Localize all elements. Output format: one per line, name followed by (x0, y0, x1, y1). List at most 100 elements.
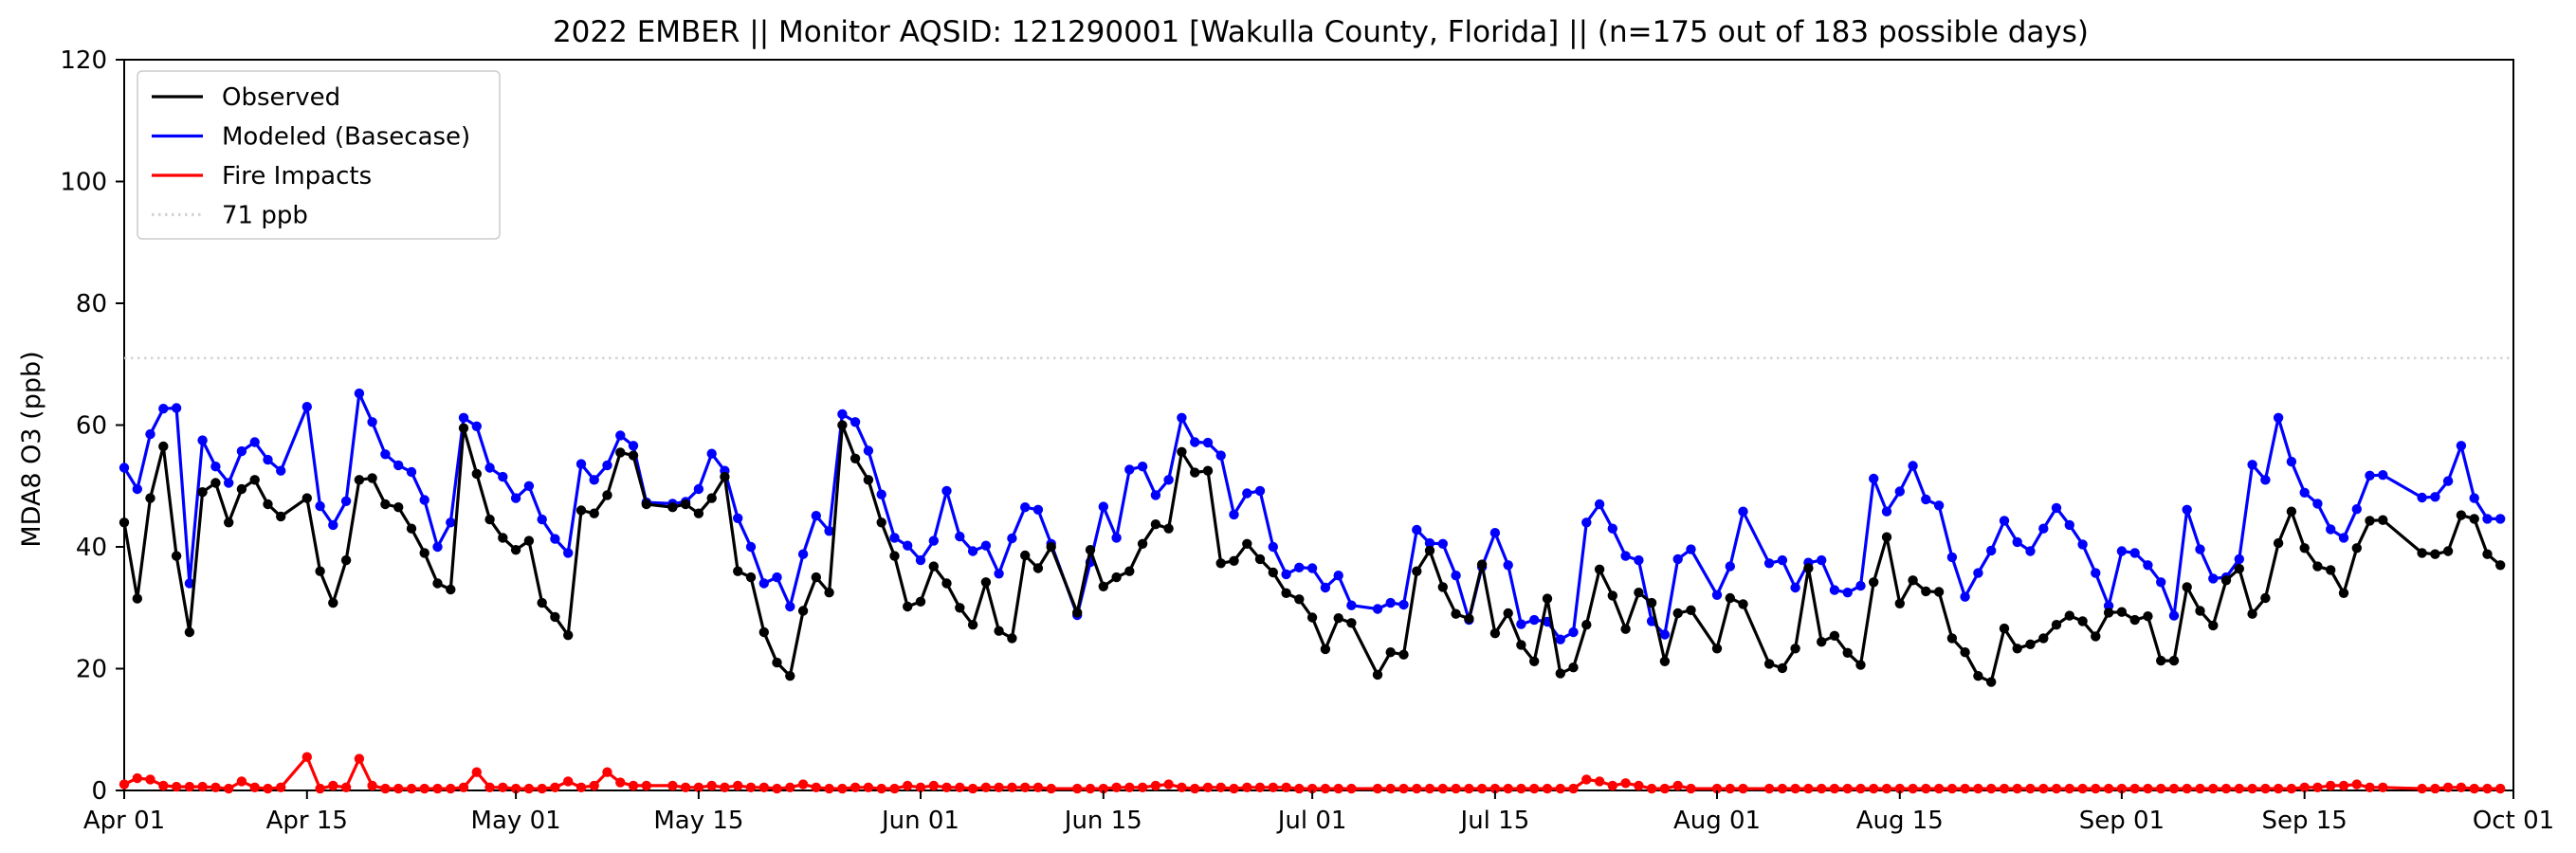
data-point (575, 505, 587, 516)
data-point (2208, 783, 2219, 794)
data-point (1098, 783, 1109, 794)
data-point (1268, 541, 1279, 553)
data-point (903, 601, 913, 612)
data-point (1385, 597, 1396, 608)
data-point (1738, 506, 1748, 517)
data-point (2299, 543, 2310, 554)
data-point (1607, 590, 1618, 601)
data-point (811, 511, 821, 521)
data-point (1555, 783, 1566, 794)
data-point (537, 783, 547, 794)
data-point (236, 483, 247, 495)
data-point (889, 783, 900, 794)
data-point (772, 657, 782, 668)
data-point (1855, 783, 1866, 794)
data-point (1333, 571, 1343, 581)
data-point (224, 517, 234, 528)
data-point (589, 475, 599, 485)
data-point (2220, 575, 2232, 586)
data-point (1124, 566, 1135, 576)
legend-label: Fire Impacts (222, 162, 372, 191)
data-point (915, 554, 926, 566)
data-point (2208, 573, 2219, 584)
data-point (2456, 782, 2467, 792)
data-point (119, 517, 130, 528)
data-point (2051, 502, 2062, 514)
data-point (249, 782, 260, 792)
data-point (889, 551, 900, 561)
data-point (354, 753, 365, 764)
data-point (1202, 782, 1214, 792)
data-point (837, 783, 848, 794)
data-point (837, 408, 848, 420)
data-point (1046, 541, 1056, 553)
data-point (1763, 558, 1775, 569)
data-point (1333, 783, 1343, 794)
data-point (2220, 783, 2232, 794)
data-point (1254, 485, 1266, 497)
data-point (876, 783, 886, 794)
data-point (158, 404, 169, 414)
data-point (811, 572, 821, 583)
data-point (1020, 502, 1031, 513)
data-point (1294, 594, 1305, 605)
data-point (2495, 514, 2506, 524)
data-point (1215, 782, 1226, 792)
data-point (1960, 783, 1970, 794)
data-point (915, 596, 926, 607)
data-point (1581, 774, 1592, 785)
data-point (263, 454, 273, 465)
data-point (1855, 660, 1866, 670)
data-point (1007, 533, 1017, 544)
data-point (994, 569, 1004, 579)
data-point (680, 499, 691, 510)
data-point (1150, 490, 1161, 500)
data-point (1333, 613, 1343, 624)
data-point (1124, 782, 1135, 792)
data-point (523, 481, 535, 491)
data-point (1398, 649, 1409, 660)
data-point (2312, 561, 2323, 572)
data-point (1320, 582, 1331, 593)
data-point (2143, 560, 2153, 571)
data-point (446, 517, 456, 528)
data-point (563, 776, 574, 787)
data-point (1451, 783, 1461, 794)
data-point (2442, 476, 2454, 486)
data-point (903, 540, 913, 551)
data-point (1763, 659, 1775, 669)
data-point (2312, 499, 2323, 509)
data-point (824, 783, 834, 794)
data-point (1229, 509, 1239, 520)
data-point (1046, 783, 1056, 794)
data-point (2378, 470, 2388, 481)
data-point (1398, 783, 1409, 794)
y-tick-label: 80 (76, 290, 107, 318)
data-point (2012, 644, 2022, 654)
data-point (1686, 783, 1696, 794)
data-point (1973, 783, 1983, 794)
data-point (1306, 783, 1318, 794)
data-point (2103, 608, 2114, 618)
data-point (406, 783, 417, 794)
data-point (2116, 783, 2128, 794)
data-point (1503, 560, 1513, 571)
data-point (797, 549, 809, 559)
data-point (1281, 782, 1291, 792)
data-point (2182, 783, 2192, 794)
data-point (758, 626, 769, 638)
data-point (1111, 572, 1122, 583)
data-point (2195, 544, 2205, 554)
data-point (1672, 608, 1683, 619)
data-point (589, 508, 599, 518)
data-point (1294, 562, 1305, 572)
data-point (2038, 783, 2049, 794)
data-point (1111, 533, 1122, 543)
data-point (1921, 783, 1931, 794)
data-point (628, 441, 639, 451)
data-point (1568, 662, 1579, 673)
data-point (1032, 782, 1044, 792)
data-point (1725, 592, 1736, 604)
data-point (850, 453, 861, 463)
x-axis: Apr 01 Apr 15 May 01 May 15 Jun 01 Jun 15 Jul … (83, 790, 2554, 835)
